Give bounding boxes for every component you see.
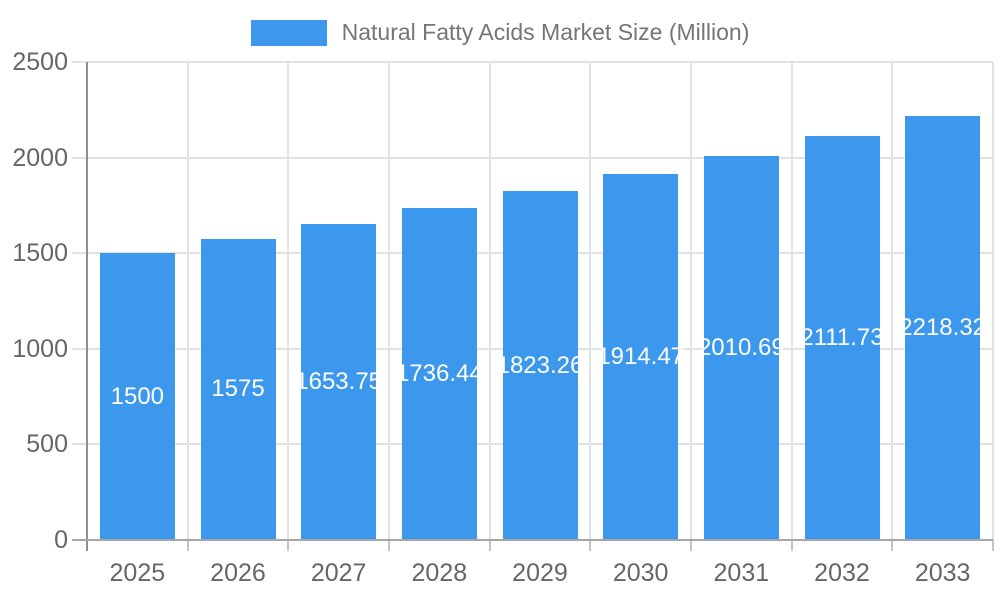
x-tick-label: 2026: [210, 559, 266, 587]
x-tick-label: 2029: [512, 559, 568, 587]
bar-value-label: 1736.44: [395, 359, 483, 387]
v-gridline: [992, 62, 994, 540]
v-gridline: [488, 62, 491, 540]
bar-value-label: 1575: [211, 375, 265, 403]
v-gridline: [891, 62, 894, 540]
bar-value-label: 2111.73: [800, 324, 884, 352]
bar[interactable]: [99, 253, 175, 540]
h-gridline: [72, 61, 993, 63]
h-gridline: [72, 156, 993, 159]
y-tick-label: 2000: [12, 143, 68, 172]
bar[interactable]: [502, 191, 578, 540]
chart-legend[interactable]: Natural Fatty Acids Market Size (Million…: [0, 19, 1000, 46]
x-axis-tick: [790, 540, 793, 551]
x-tick-label: 2025: [109, 559, 166, 587]
v-gridline: [186, 62, 189, 540]
bar[interactable]: [401, 207, 477, 540]
v-gridline: [790, 62, 793, 540]
x-axis-tick: [992, 540, 994, 551]
bar[interactable]: [905, 115, 981, 540]
bar[interactable]: [301, 223, 377, 540]
x-axis-line: [72, 539, 993, 541]
bar-value-label: 2010.69: [697, 333, 785, 361]
x-tick-label: 2032: [814, 559, 870, 587]
v-gridline: [388, 62, 390, 540]
x-tick-label: 2033: [914, 559, 971, 587]
x-axis-tick: [891, 540, 894, 551]
bar-value-label: 1823.26: [496, 351, 584, 379]
x-tick-label: 2030: [612, 559, 669, 587]
y-tick-label: 2500: [12, 48, 68, 76]
bar[interactable]: [200, 238, 276, 540]
y-axis-line: [86, 62, 88, 551]
legend-swatch: [250, 19, 327, 46]
v-gridline: [690, 62, 692, 540]
y-tick-label: 500: [26, 430, 68, 459]
x-axis-tick: [488, 540, 491, 551]
x-axis-tick: [589, 540, 592, 551]
x-axis-tick: [287, 540, 290, 551]
bar[interactable]: [603, 173, 679, 540]
x-axis-tick: [690, 540, 692, 551]
bar-value-label: 1500: [110, 382, 165, 410]
v-gridline: [287, 62, 290, 540]
bar-value-label: 2218.32: [899, 313, 987, 341]
x-tick-label: 2031: [713, 559, 770, 587]
x-axis-tick: [388, 540, 390, 551]
y-tick-label: 0: [54, 526, 68, 554]
bar-value-label: 1653.75: [295, 367, 383, 395]
v-gridline: [589, 62, 592, 540]
y-tick-label: 1000: [12, 334, 68, 363]
y-tick-label: 1500: [12, 239, 68, 268]
bar[interactable]: [804, 136, 880, 540]
x-tick-label: 2027: [310, 559, 367, 587]
x-tick-label: 2028: [411, 559, 468, 587]
x-axis-tick: [186, 540, 189, 551]
bar-value-label: 1914.47: [597, 342, 685, 370]
bar[interactable]: [703, 155, 779, 540]
legend-label: Natural Fatty Acids Market Size (Million…: [341, 19, 750, 45]
